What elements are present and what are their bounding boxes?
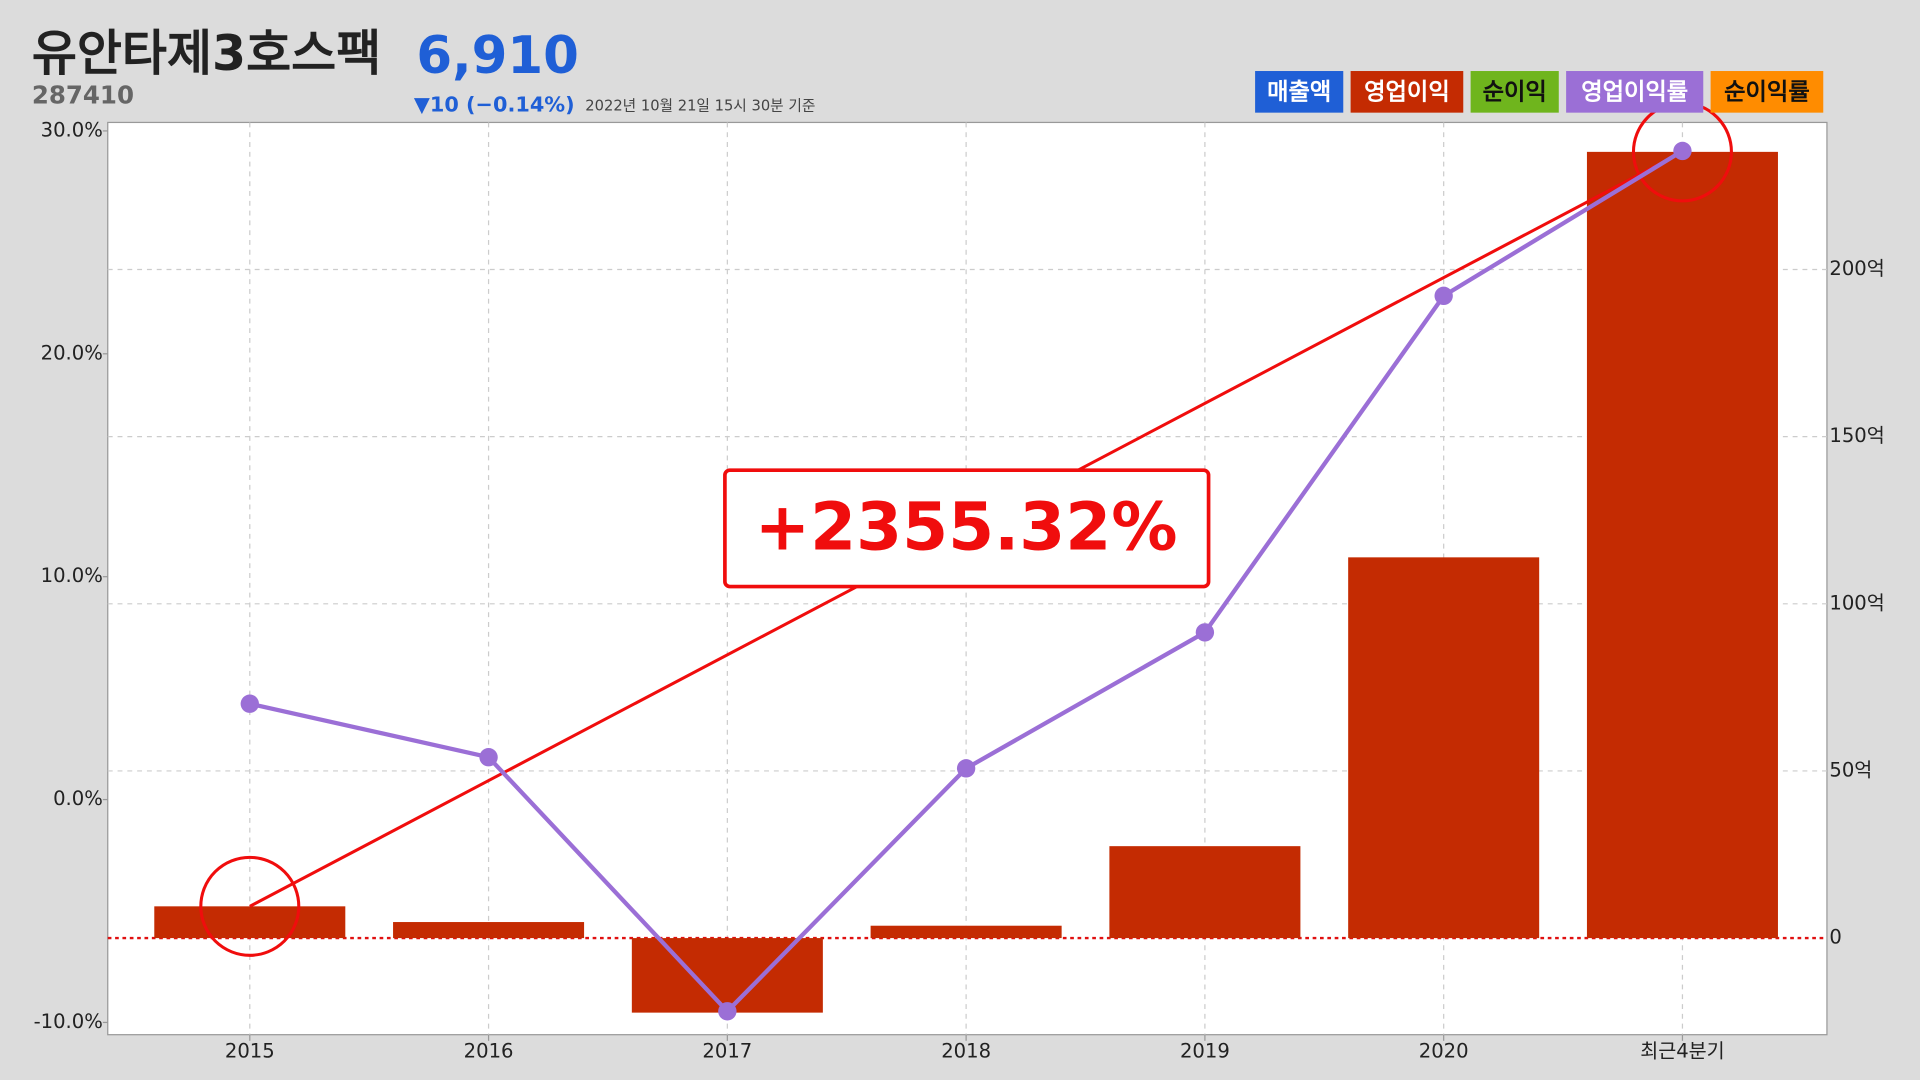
annotation-text: +2355.32% [755, 488, 1178, 565]
highlight-circle [199, 855, 301, 957]
line-point [1195, 623, 1215, 642]
legend-label: 순이익 [1483, 79, 1547, 106]
stock-name: 유안타제3호스팩 [32, 25, 381, 82]
y-tick-label: 10.0% [41, 564, 103, 587]
legend-item: 매출액 [1255, 71, 1344, 113]
bar [870, 925, 1062, 939]
legend-swatch [1566, 71, 1704, 113]
y2-tick-label: 200억 [1829, 257, 1884, 280]
x-tick-label: 2017 [702, 1039, 752, 1062]
legend-label: 영업이익률 [1581, 79, 1688, 106]
y-tick-label: -10.0% [34, 1010, 103, 1033]
timestamp: 2022년 10월 21일 15시 30분 기준 [585, 98, 815, 115]
legend-item: 순이익률 [1710, 71, 1824, 113]
legend-swatch [1710, 71, 1824, 113]
y-tick-label: 20.0% [41, 341, 103, 364]
bar [631, 938, 823, 1013]
legend-swatch [1255, 71, 1344, 113]
annotation-box [723, 468, 1211, 589]
legend-swatch [1350, 71, 1464, 113]
legend-label: 매출액 [1267, 79, 1331, 106]
x-tick-label: 2016 [464, 1039, 514, 1062]
price: 6,910 [416, 26, 579, 86]
line-point [1673, 141, 1692, 161]
x-tick-label: 2020 [1419, 1039, 1469, 1062]
price-change: ▼10 (−0.14%) [414, 92, 575, 116]
bar [1348, 557, 1540, 939]
y2-tick-label: 50억 [1829, 758, 1872, 781]
stock-code: 287410 [32, 81, 134, 110]
y-tick-label: 0.0% [53, 787, 103, 810]
legend-label: 순이익률 [1724, 79, 1810, 106]
bar [154, 906, 346, 939]
legend-label: 영업이익 [1364, 79, 1450, 106]
bar [1109, 846, 1301, 939]
bar [1586, 151, 1778, 939]
line-point [718, 1002, 737, 1021]
line-point [479, 748, 498, 767]
line-point [1434, 286, 1453, 306]
y-tick-label: 30.0% [41, 118, 103, 141]
x-tick-label: 최근4분기 [1640, 1039, 1725, 1062]
y2-tick-label: 0 [1829, 926, 1841, 949]
legend-swatch [1470, 71, 1559, 113]
y2-tick-label: 100억 [1829, 591, 1884, 614]
x-tick-label: 2015 [225, 1039, 275, 1062]
bar [393, 922, 585, 939]
y2-tick-label: 150억 [1829, 424, 1884, 447]
line-point [240, 694, 259, 713]
legend-item: 영업이익률 [1566, 71, 1704, 113]
legend-item: 영업이익 [1350, 71, 1464, 113]
x-tick-label: 2019 [1180, 1039, 1230, 1062]
x-tick-label: 2018 [941, 1039, 991, 1062]
line-point [956, 759, 976, 778]
legend-item: 순이익 [1470, 71, 1559, 113]
